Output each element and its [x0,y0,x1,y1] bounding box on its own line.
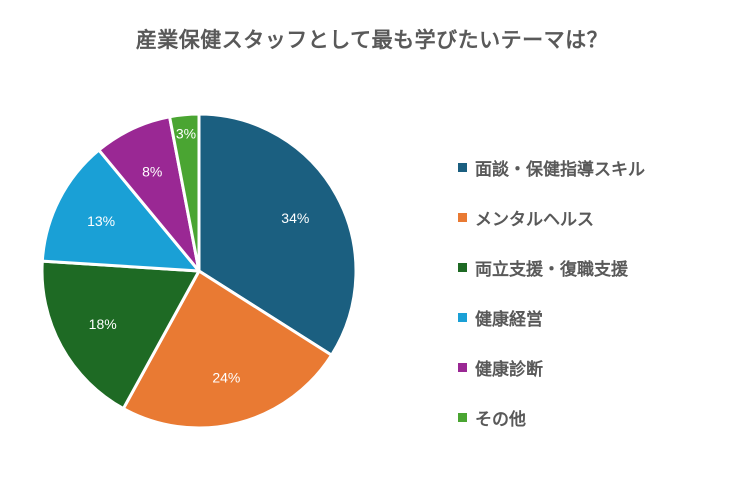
legend-swatch [458,312,467,322]
pie-slice [40,148,201,273]
legend-swatch [458,212,467,222]
pie-data-label: 3% [176,125,196,141]
pie-data-label: 24% [212,369,240,385]
pie-data-label: 34% [281,210,309,226]
pie-slices [40,112,358,430]
legend-swatch [458,412,467,422]
chart-title: 産業保健スタッフとして最も学びたいテーマは？ [135,28,609,52]
legend-item: 健康経営 [458,292,645,342]
legend-swatch [458,262,467,272]
legend-item: メンタルヘルス [458,192,645,242]
legend-label: 健康経営 [475,309,543,330]
legend-swatch [458,162,467,172]
pie-slice [121,269,334,430]
legend-item: 面談・保健指導スキル [458,142,645,192]
pie-data-labels: 34% 24% 18% 13% 8% 3% [87,125,309,385]
legend-label: 健康診断 [475,359,543,380]
legend-label: 両立支援・復職支援 [475,259,628,280]
legend-label: その他 [475,409,526,430]
pie-data-label: 18% [89,316,117,332]
pie-slice [168,112,201,273]
legend-item: その他 [458,392,645,442]
legend-label: 面談・保健指導スキル [475,159,645,180]
pie-slice [40,259,201,411]
chart-legend: 面談・保健指導スキル メンタルヘルス両立支援・復職支援 健康経営健康診断その他 [458,142,645,442]
pie-data-label: 8% [142,164,162,180]
legend-label: メンタルヘルス [475,209,594,230]
legend-item: 両立支援・復職支援 [458,242,645,292]
pie-data-label: 13% [87,213,115,229]
legend-item: 健康診断 [458,342,645,392]
legend-swatch [458,362,467,372]
